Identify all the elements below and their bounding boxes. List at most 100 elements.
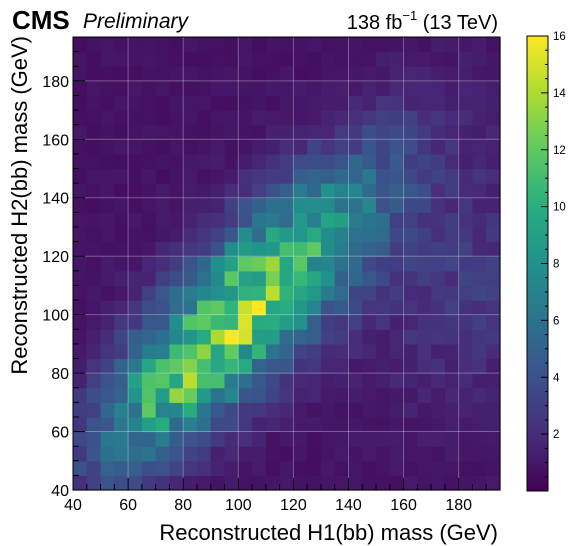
heatmap-cell — [293, 387, 308, 403]
heatmap-cell — [431, 212, 446, 228]
heatmap-cell — [376, 153, 391, 170]
heatmap-cell — [486, 37, 501, 53]
heatmap-cell — [307, 387, 322, 403]
heatmap-cell — [389, 197, 405, 213]
heatmap-cell — [141, 270, 157, 287]
heatmap-cell — [320, 270, 336, 287]
y-tick-label: 40 — [51, 483, 69, 500]
heatmap-cell — [458, 314, 474, 330]
heatmap-cell — [307, 300, 322, 316]
y-tick-label: 80 — [51, 366, 69, 383]
heatmap-cell — [348, 197, 363, 213]
heatmap-cell — [472, 416, 487, 433]
heatmap-cell — [155, 387, 171, 403]
x-axis-title: Reconstructed H1(bb) mass (GeV) — [159, 520, 498, 545]
heatmap-cell — [472, 197, 487, 213]
heatmap-cell — [403, 460, 418, 476]
heatmap-cell — [169, 329, 184, 345]
heatmap-cell — [73, 431, 88, 447]
heatmap-cell — [293, 212, 308, 228]
heatmap-cell — [444, 343, 460, 360]
x-tick-label: 140 — [335, 497, 362, 514]
heatmap-cell — [265, 475, 281, 491]
heatmap-cell — [169, 416, 184, 433]
heatmap-cell — [486, 183, 501, 199]
heatmap-cell — [307, 197, 322, 213]
heatmap-cell — [458, 402, 474, 418]
heatmap-cell — [279, 139, 294, 155]
y-tick-label: 180 — [42, 74, 69, 91]
heatmap-cell — [169, 153, 184, 170]
heatmap-cell — [417, 241, 432, 257]
heatmap-cell — [389, 300, 405, 316]
heatmap-cell — [362, 110, 377, 126]
heatmap-cell — [458, 51, 474, 67]
heatmap-cell — [472, 300, 487, 316]
heatmap-cell — [472, 212, 487, 228]
heatmap-cell — [252, 329, 267, 345]
heatmap-cell — [348, 124, 363, 140]
heatmap-cell — [307, 183, 322, 199]
heatmap-cell — [334, 51, 350, 67]
heatmap-cell — [362, 168, 377, 184]
heatmap-cell — [196, 270, 212, 287]
heatmap-cell — [279, 51, 294, 67]
heatmap-cell — [224, 358, 239, 374]
heatmap-cell — [196, 37, 212, 53]
heatmap-cell — [403, 358, 418, 374]
heatmap-cell — [307, 168, 322, 184]
heatmap-cell — [403, 416, 418, 433]
heatmap-cell — [238, 431, 253, 447]
heatmap-cell — [128, 475, 143, 491]
heatmap-cell — [334, 431, 350, 447]
heatmap-cell — [486, 110, 501, 126]
heatmap-cell — [431, 183, 446, 199]
heatmap-cell — [348, 95, 363, 111]
heatmap-cell — [334, 66, 350, 82]
heatmap-cell — [307, 226, 322, 243]
heatmap-cell — [141, 66, 157, 82]
heatmap-cell — [348, 416, 363, 433]
heatmap-cell — [320, 226, 336, 243]
heatmap-cell — [238, 358, 253, 374]
y-axis-title: Reconstructed H2(bb) mass (GeV) — [7, 36, 32, 375]
heatmap-cell — [376, 110, 391, 126]
heatmap-cell — [128, 241, 143, 257]
heatmap-cell — [444, 387, 460, 403]
heatmap-cell — [169, 446, 184, 462]
heatmap-cell — [183, 358, 198, 374]
heatmap-cell — [169, 95, 184, 111]
heatmap-cell — [238, 387, 253, 403]
heatmap-cell — [155, 460, 171, 476]
heatmap-cell — [128, 51, 143, 67]
heatmap-cell — [252, 285, 267, 301]
heatmap-cell — [252, 343, 267, 360]
heatmap-cell — [183, 387, 198, 403]
heatmap-cell — [210, 314, 226, 330]
heatmap-cell — [486, 153, 501, 170]
heatmap-cell — [238, 66, 253, 82]
heatmap-cell — [86, 475, 102, 491]
heatmap-cell — [73, 285, 88, 301]
heatmap-cell — [403, 373, 418, 389]
heatmap-cell — [100, 226, 115, 243]
colorbar-tick-label: 10 — [553, 202, 566, 214]
heatmap-cell — [307, 110, 322, 126]
heatmap-cell — [238, 373, 253, 389]
heatmap-cell — [320, 387, 336, 403]
heatmap-cell — [362, 460, 377, 476]
heatmap-cell — [417, 139, 432, 155]
heatmap-cell — [472, 358, 487, 374]
heatmap-cell — [73, 80, 88, 97]
heatmap-cell — [252, 460, 267, 476]
heatmap-cell — [169, 124, 184, 140]
heatmap-cell — [238, 110, 253, 126]
heatmap-cell — [417, 197, 432, 213]
heatmap-cell — [224, 373, 239, 389]
heatmap-cell — [334, 270, 350, 287]
heatmap-cell — [293, 197, 308, 213]
heatmap-cell — [389, 168, 405, 184]
heatmap-cell — [141, 95, 157, 111]
heatmap-cell — [293, 475, 308, 491]
heatmap-cell — [224, 183, 239, 199]
